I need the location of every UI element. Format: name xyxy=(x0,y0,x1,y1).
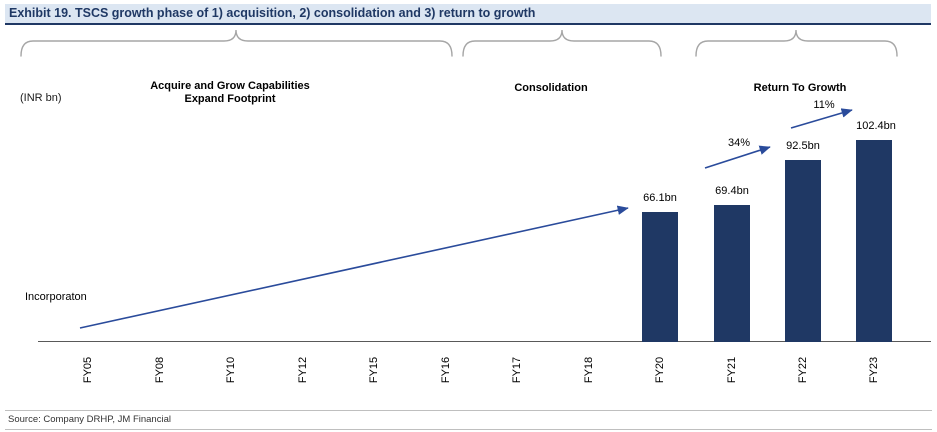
growth-arrow-11pct xyxy=(790,108,853,129)
x-tick-fy18: FY18 xyxy=(583,356,595,384)
x-tick-fy22: FY22 xyxy=(797,356,809,384)
x-tick-fy12: FY12 xyxy=(297,356,309,384)
x-tick-fy20: FY20 xyxy=(654,356,666,384)
bar-value-fy20: 66.1bn xyxy=(643,192,677,204)
x-tick-fy21: FY21 xyxy=(726,356,738,384)
phase-label-return-to-growth: Return To Growth xyxy=(753,82,847,94)
growth-arrow-34pct xyxy=(704,145,771,169)
footer-divider-top xyxy=(5,410,932,411)
exhibit-title-text: Exhibit 19. TSCS growth phase of 1) acqu… xyxy=(9,6,536,20)
x-tick-fy05: FY05 xyxy=(82,356,94,384)
x-tick-fy16: FY16 xyxy=(440,356,452,384)
incorporation-growth-arrow xyxy=(79,205,629,329)
bar-value-fy21: 69.4bn xyxy=(715,185,749,197)
bar-value-fy23: 102.4bn xyxy=(856,120,896,132)
incorporation-label: Incorporaton xyxy=(25,291,87,303)
y-axis-unit-label: (INR bn) xyxy=(20,92,62,104)
phase-label-acquire-line1: Acquire and Grow Capabilities xyxy=(150,80,310,92)
exhibit-title: Exhibit 19. TSCS growth phase of 1) acqu… xyxy=(5,4,931,25)
phase-label-acquire: Acquire and Grow Capabilities Expand Foo… xyxy=(150,80,310,106)
bar-fy22 xyxy=(785,160,821,342)
bar-fy23 xyxy=(856,140,892,342)
bar-fy21 xyxy=(714,205,750,342)
x-tick-fy08: FY08 xyxy=(154,356,166,384)
bar-value-fy22: 92.5bn xyxy=(786,140,820,152)
brace-return-phase xyxy=(695,29,898,57)
source-note: Source: Company DRHP, JM Financial xyxy=(8,414,171,425)
phase-label-consolidation: Consolidation xyxy=(514,82,588,94)
x-tick-fy15: FY15 xyxy=(368,356,380,384)
growth-label-11pct: 11% xyxy=(813,99,835,111)
growth-label-34pct: 34% xyxy=(727,137,751,149)
footer-divider-bottom xyxy=(5,429,932,430)
phase-label-acquire-line2: Expand Footprint xyxy=(184,93,276,105)
x-tick-fy17: FY17 xyxy=(511,356,523,384)
x-tick-fy23: FY23 xyxy=(868,356,880,384)
x-tick-fy10: FY10 xyxy=(225,356,237,384)
bar-fy20 xyxy=(642,212,678,342)
brace-consolidation-phase xyxy=(462,29,662,57)
brace-acquire-phase xyxy=(20,29,453,57)
